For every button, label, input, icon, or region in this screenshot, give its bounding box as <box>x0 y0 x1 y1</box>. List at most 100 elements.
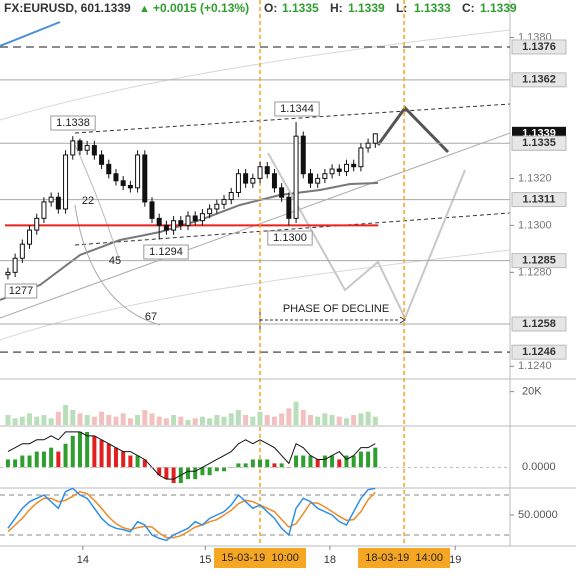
y-tick-label: 1.1240 <box>518 360 552 372</box>
volume-bar <box>41 415 47 425</box>
level-label: 1.1335 <box>522 137 556 149</box>
candle-body <box>250 177 256 184</box>
candle-body <box>91 145 97 156</box>
macd-bar <box>49 447 54 468</box>
level-label: 1.1285 <box>522 255 556 267</box>
macd-bar <box>113 447 118 468</box>
candle-body <box>127 184 133 189</box>
volume-bar <box>279 413 285 425</box>
macd-bar <box>308 455 313 468</box>
up-arrow: ▲ <box>139 3 150 15</box>
macd-bar <box>85 431 90 468</box>
volume-bar <box>307 415 313 425</box>
macd-bar <box>229 467 234 468</box>
ohlc-value: 1.1339 <box>348 1 385 15</box>
volume-bar <box>142 410 148 425</box>
candle-body <box>19 243 25 259</box>
macd-bar <box>272 463 277 468</box>
candle-body <box>315 177 321 184</box>
macd-bar <box>366 451 371 468</box>
candle-body <box>55 196 61 210</box>
volume-bar <box>293 401 299 425</box>
candle-body <box>149 201 155 219</box>
candle-body <box>99 154 105 165</box>
candle-body <box>329 168 335 175</box>
volume-bar <box>207 418 213 425</box>
candle-body <box>214 203 220 210</box>
volume-bar <box>372 416 378 425</box>
macd-line <box>7 431 376 480</box>
candle-body <box>358 147 364 168</box>
y-tick-label: 50.0000 <box>518 509 558 521</box>
x-tick-label: 18 <box>324 554 336 566</box>
ohlc-value: 1.1333 <box>414 1 451 15</box>
candle-body <box>235 173 241 194</box>
level-label: 1.1258 <box>522 318 556 330</box>
level-label: 1.1246 <box>522 346 556 358</box>
stoch-k <box>7 487 376 542</box>
annotation-box <box>50 115 96 131</box>
candle-body <box>163 224 169 231</box>
volume-bar <box>315 416 321 425</box>
volume-bar <box>351 415 357 425</box>
ohlc-label: L: <box>396 1 407 15</box>
volume-bar <box>243 415 249 425</box>
candle-body <box>192 215 198 222</box>
macd-bar <box>142 459 147 468</box>
y-tick-label: 0.0000 <box>522 461 556 473</box>
volume-bar <box>271 416 277 425</box>
macd-bar <box>27 455 32 468</box>
level-box <box>511 253 567 269</box>
annotation: PHASE OF DECLINE <box>283 303 389 315</box>
macd-bar <box>250 459 255 468</box>
volume-bar <box>19 416 25 425</box>
candle-body <box>84 145 90 151</box>
channel-line <box>74 212 511 246</box>
arrow-head <box>399 316 406 324</box>
trend-line <box>0 21 61 47</box>
volume-bar <box>178 416 184 425</box>
candle-body <box>41 201 47 219</box>
projection <box>267 152 466 321</box>
volume-bar <box>163 418 169 425</box>
volume-bar <box>149 413 155 425</box>
macd-bar <box>5 459 10 468</box>
annotation: 45 <box>109 255 121 267</box>
time-marker-box <box>358 548 451 568</box>
macd-bar <box>157 467 162 476</box>
fib-arc <box>74 204 161 326</box>
macd-bar <box>77 431 82 468</box>
annotation: 1.1344 <box>280 103 314 115</box>
candle-body <box>70 140 76 156</box>
macd-bar <box>121 451 126 468</box>
macd-bar <box>243 463 248 468</box>
y-tick-label: 20K <box>522 386 542 398</box>
candle-body <box>286 196 292 219</box>
volume-bar <box>70 410 76 425</box>
candle-body <box>5 271 11 276</box>
annotation: 1.1338 <box>56 117 90 129</box>
y-tick-label: 1.1320 <box>518 172 552 184</box>
volume-bar <box>12 418 18 425</box>
candle-body <box>279 187 285 198</box>
x-tick-label: 14 <box>77 554 89 566</box>
volume-bar <box>27 413 33 425</box>
annotation: 1.1294 <box>149 246 183 258</box>
ohlc-value: 1.1339 <box>480 1 517 15</box>
macd-bar <box>351 455 356 468</box>
candle-body <box>271 173 277 189</box>
annotation: 1277 <box>9 285 33 297</box>
annotation: 67 <box>145 311 157 323</box>
volume-bar <box>99 411 105 425</box>
volume-bar <box>235 410 241 425</box>
y-tick-label: 1.1300 <box>518 219 552 231</box>
candle-body <box>307 173 313 184</box>
candle-body <box>343 163 349 172</box>
macd-bar <box>171 467 176 484</box>
macd-bar <box>13 459 18 468</box>
volume-bar <box>91 416 97 425</box>
projection <box>376 105 450 154</box>
macd-bar <box>222 467 227 472</box>
macd-bar <box>258 459 263 468</box>
